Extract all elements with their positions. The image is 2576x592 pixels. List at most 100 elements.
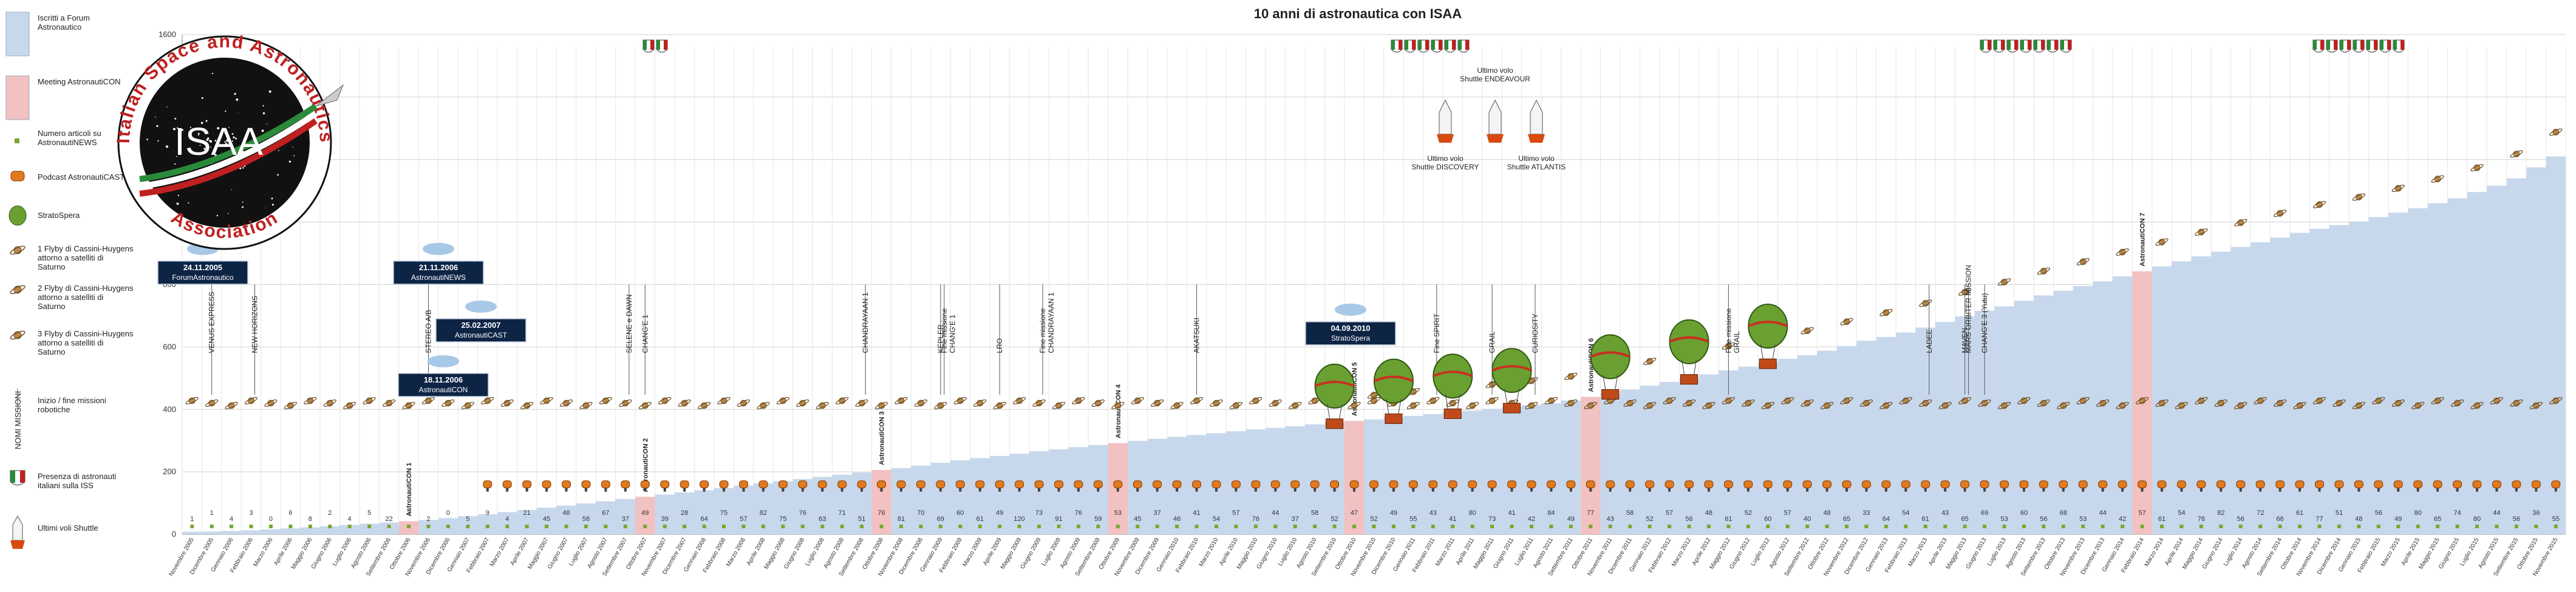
member-bar (478, 514, 498, 534)
article-count: 41 (1193, 509, 1200, 517)
callout-date: 24.11.2005 (183, 263, 222, 272)
microphone-stand (2259, 488, 2261, 492)
saturn-icon (934, 401, 947, 410)
article-count: 76 (1075, 509, 1082, 517)
article-marker (1510, 525, 1514, 528)
microphone-stand (1511, 488, 1513, 492)
member-bar (911, 466, 931, 534)
x-tick-label: Maggio 2010 (1236, 537, 1259, 571)
callout-label: AstronautiCAST (455, 331, 508, 339)
microphone-icon (483, 481, 492, 492)
x-tick-label: Marzo 2006 (253, 537, 274, 568)
article-count: 41 (1508, 509, 1515, 517)
microphone-head (1665, 481, 1674, 488)
article-count: 64 (700, 515, 707, 523)
x-tick-label: Maggio 2013 (1945, 537, 1969, 571)
italy-patch-icon (2366, 40, 2377, 52)
saturn-icon (1111, 401, 1125, 410)
member-bar (970, 458, 990, 534)
balloon-gondola (1602, 390, 1619, 400)
microphone-head (1803, 481, 1811, 488)
member-bar (1719, 370, 1739, 534)
mission-label: VENUS EXPRESS (208, 291, 216, 353)
saturn-icon (1289, 401, 1302, 410)
article-count: 58 (1311, 509, 1318, 517)
patch-red (1439, 40, 1442, 50)
x-tick-label: Agosto 2010 (1295, 537, 1318, 570)
microphone-head (680, 481, 689, 488)
shuttle-note: Ultimo volo Shuttle ENDEAVOUR (1460, 66, 1530, 83)
article-marker (1924, 525, 1927, 528)
article-count: 57 (2138, 509, 2145, 517)
article-count: 70 (917, 509, 924, 517)
article-marker (1766, 525, 1770, 528)
article-count: 52 (1745, 509, 1752, 517)
article-count: 37 (622, 515, 629, 523)
article-count: 68 (2060, 509, 2067, 517)
microphone-stand (2476, 488, 2478, 492)
saturn-icon (2431, 174, 2444, 183)
saturn-icon (993, 401, 1006, 410)
microphone-stand (1314, 488, 1316, 492)
microphone-head (1823, 481, 1831, 488)
microphone-stand (1412, 488, 1414, 492)
article-marker (820, 525, 824, 528)
x-tick-label: Agosto 2006 (350, 537, 373, 570)
microphone-head (1961, 481, 1969, 488)
cloud-shape (423, 243, 454, 255)
saturn-icon (835, 396, 848, 406)
article-count: 56 (2237, 515, 2244, 523)
microphone-stand (1471, 488, 1474, 492)
x-tick-label: Luglio 2007 (568, 537, 590, 568)
microphone-stand (1018, 488, 1021, 492)
article-count: 6 (288, 509, 292, 517)
microphone-stand (900, 488, 902, 492)
member-bar (379, 522, 399, 534)
microphone-head (1842, 481, 1851, 488)
member-bar (1994, 307, 2014, 534)
member-bar (1837, 346, 1857, 534)
saturn-icon (2155, 237, 2169, 247)
shuttle-flame (1528, 134, 1545, 143)
logo-star (271, 197, 273, 199)
saturn-icon (638, 401, 652, 410)
callout-date: 18.11.2006 (424, 375, 463, 384)
article-count: 44 (2493, 509, 2500, 517)
y-tick-label: 200 (163, 467, 176, 476)
mission-label: NEW HORIZONS (251, 296, 259, 353)
patch-red (2014, 40, 2018, 50)
article-marker (1884, 525, 1888, 528)
italy-patch-icon (2313, 40, 2324, 52)
microphone-head (1035, 481, 1043, 488)
microphone-head (483, 481, 492, 488)
balloon-envelope (1433, 354, 1472, 398)
article-marker (840, 525, 844, 528)
logo-star (188, 202, 189, 203)
microphone-stand (1747, 488, 1750, 492)
logo-star (293, 155, 295, 157)
microphone-stand (2023, 488, 2025, 492)
saturn-icon (1564, 372, 1578, 381)
article-count: 44 (2099, 509, 2107, 517)
patch-green (1445, 40, 1448, 50)
balloon-icon (1374, 359, 1413, 424)
article-count: 76 (1252, 515, 1259, 523)
patch-red (1399, 40, 1402, 50)
x-tick-label: Aprile 2008 (746, 537, 767, 567)
microphone-stand (1806, 488, 1808, 492)
microphone-head (1015, 481, 1024, 488)
saturn-icon (1643, 357, 1656, 366)
balloon-gondola (1504, 403, 1521, 413)
article-marker (663, 525, 667, 528)
italy-patch-icon (10, 471, 25, 485)
article-count: 36 (2532, 509, 2540, 517)
article-marker (1648, 525, 1652, 528)
article-count: 52 (1331, 515, 1338, 523)
article-count: 42 (2119, 515, 2126, 523)
article-count: 76 (799, 509, 806, 517)
x-tick-label: Marzo 2010 (1198, 537, 1220, 568)
microphone-head (1409, 481, 1417, 488)
microphone-head (1153, 481, 1162, 488)
y-tick-label: 600 (163, 342, 176, 351)
balloon-icon (9, 206, 26, 225)
